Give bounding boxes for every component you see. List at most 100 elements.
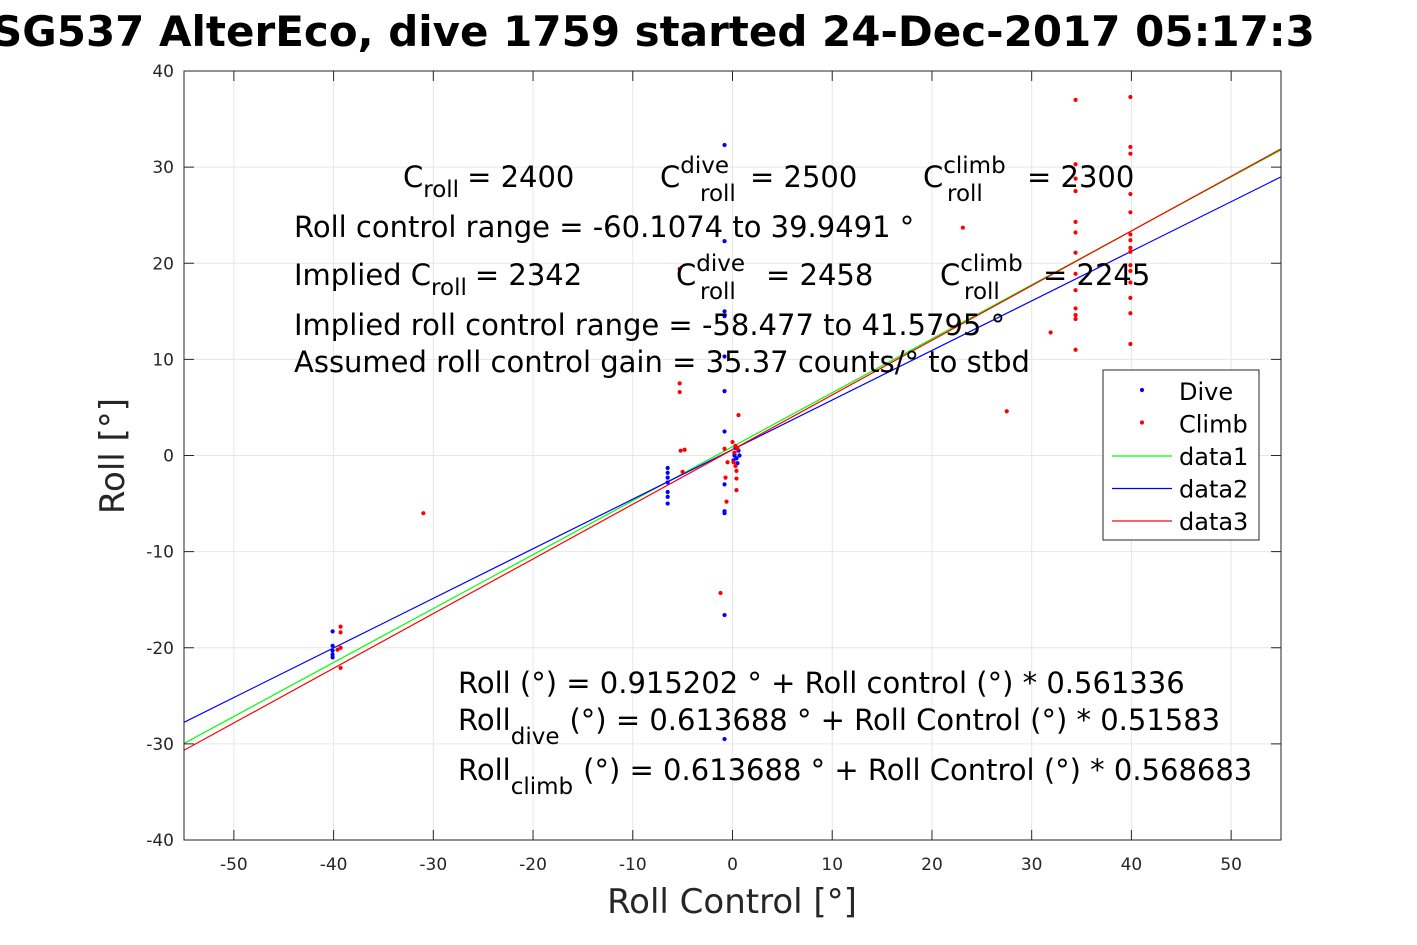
legend-label-dive: Dive (1179, 378, 1233, 406)
point-dive (665, 501, 670, 506)
y-tick-label: -30 (146, 735, 174, 755)
point-dive (722, 612, 727, 618)
y-tick-label: 30 (152, 158, 174, 178)
x-axis-label: Roll Control [°] (607, 882, 857, 922)
x-tick-label: -20 (519, 855, 547, 875)
point-climb (735, 446, 740, 451)
point-climb (1128, 232, 1133, 237)
point-dive (665, 480, 670, 485)
point-climb (736, 413, 741, 418)
annotation-c-roll: Croll = 2400 (403, 160, 574, 203)
point-climb (1128, 94, 1133, 100)
point-climb (1128, 295, 1133, 300)
point-dive (330, 655, 335, 660)
point-climb (730, 439, 735, 445)
point-dive (722, 511, 727, 516)
point-dive (665, 489, 670, 495)
point-climb (734, 468, 739, 473)
point-climb (1128, 210, 1133, 215)
point-dive (665, 494, 670, 499)
point-climb (1073, 250, 1078, 255)
point-climb (680, 469, 685, 474)
annotation-fit-dive: Rolldive (°) = 0.613688 ° + Roll Control … (458, 703, 1220, 750)
point-climb (335, 647, 340, 652)
point-climb (677, 266, 682, 272)
point-dive (330, 648, 335, 653)
chart-title: SG537 AlterEco, dive 1759 started 24-Dec… (0, 7, 1315, 56)
point-climb (1004, 409, 1009, 414)
point-climb (733, 463, 738, 469)
point-dive (722, 309, 727, 314)
annotation-c-roll-dive: Cdive roll = 2500 (660, 153, 857, 207)
point-dive (722, 314, 727, 319)
point-dive (665, 470, 670, 475)
x-tick-label: -10 (619, 855, 647, 875)
legend-label-data2: data2 (1179, 476, 1248, 504)
point-climb (338, 630, 343, 635)
point-climb (1073, 219, 1078, 225)
point-climb (338, 624, 343, 629)
annotation-gain: Assumed roll control gain = 35.37 counts… (294, 345, 1030, 379)
point-climb (731, 460, 736, 465)
point-climb (1128, 151, 1133, 156)
point-dive (330, 652, 335, 657)
point-dive (665, 465, 670, 471)
x-tick-label: 10 (821, 855, 843, 875)
point-climb (1128, 245, 1133, 250)
point-climb (722, 446, 727, 451)
point-climb (724, 499, 729, 504)
annotation-fit-climb: Rollclimb (°) = 0.613688 ° + Roll Control… (458, 753, 1252, 800)
fit-lines (184, 148, 1281, 751)
fit-line-data3 (184, 148, 1281, 751)
axis-ticks: -50 -40 -30 -20 -10 0 10 20 30 40 50 -40 -30 -20 -10 0 1… (146, 62, 1281, 875)
point-dive (665, 475, 670, 480)
point-climb (1073, 288, 1078, 293)
point-climb (1048, 330, 1053, 335)
x-tick-label: 30 (1021, 855, 1043, 875)
x-tick-label: 50 (1220, 855, 1242, 875)
point-dive (722, 142, 727, 148)
legend-box (1102, 369, 1260, 541)
y-axis-label: Roll [°] (93, 398, 133, 514)
point-climb (734, 476, 739, 481)
point-dive (330, 643, 335, 648)
point-climb (1128, 144, 1133, 150)
point-climb (1073, 271, 1078, 276)
point-climb (1073, 97, 1078, 102)
y-tick-label: 40 (152, 62, 174, 82)
point-climb (723, 475, 728, 480)
legend-label-data3: data3 (1179, 508, 1248, 536)
x-tick-label: 40 (1121, 855, 1143, 875)
annotation-implied-range: Implied roll control range = -58.477 to … (294, 308, 1005, 342)
point-dive (722, 354, 727, 359)
legend: Dive Climb data1 data2 data3 (1102, 369, 1260, 541)
point-climb (1073, 316, 1078, 322)
point-climb (677, 381, 682, 386)
point-climb (1128, 268, 1133, 274)
annotation-implied-c-roll-climb: Cclimb roll = 2245 (940, 251, 1150, 305)
point-climb (338, 645, 343, 650)
point-climb (718, 590, 723, 596)
point-climb (682, 447, 687, 452)
point-climb (960, 225, 965, 230)
point-climb (1128, 311, 1133, 316)
point-dive (722, 429, 727, 434)
point-climb (734, 488, 739, 493)
point-climb (725, 460, 730, 465)
y-tick-label: 10 (152, 350, 174, 370)
y-tick-label: -20 (146, 639, 174, 659)
legend-label-climb: Climb (1179, 411, 1248, 439)
point-climb (1073, 162, 1078, 167)
point-climb (421, 511, 426, 516)
x-tick-label: 0 (727, 855, 738, 875)
point-climb (678, 448, 683, 453)
point-climb (1128, 249, 1133, 254)
annotations: Croll = 2400 Cdive roll = 2500 Cclimb roll = … (294, 153, 1252, 800)
point-dive (330, 629, 335, 634)
point-climb (732, 450, 737, 455)
point-climb (338, 665, 343, 671)
point-climb (1073, 176, 1078, 181)
annotation-c-roll-climb: Cclimb roll = 2300 (923, 153, 1134, 207)
point-climb (677, 389, 682, 395)
